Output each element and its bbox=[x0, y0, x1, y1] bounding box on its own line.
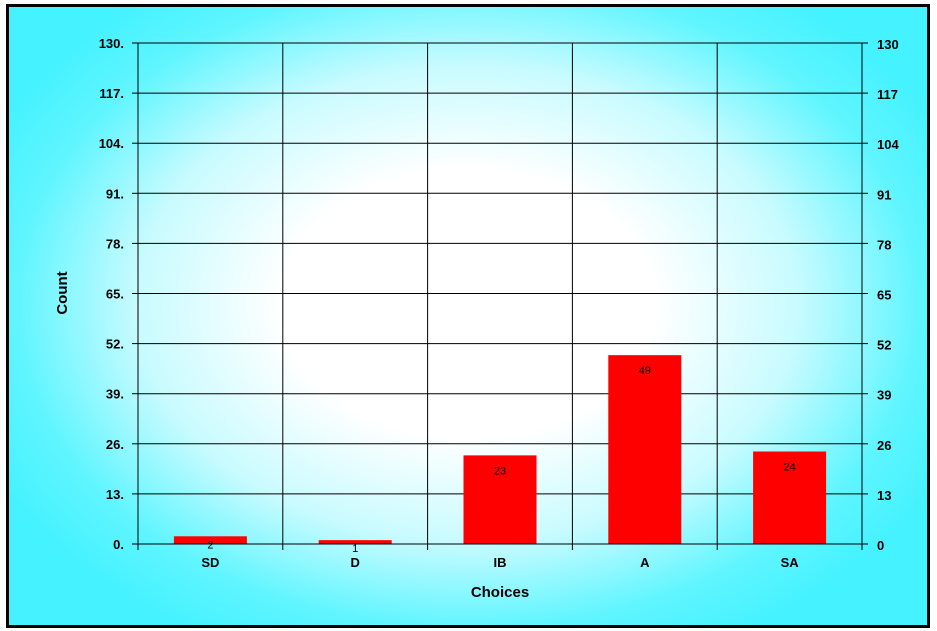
right-tick-label: 104 bbox=[877, 137, 899, 152]
bar-a bbox=[608, 355, 682, 544]
left-tick-label: 26. bbox=[106, 437, 124, 452]
category-label: A bbox=[640, 555, 650, 570]
category-label: IB bbox=[494, 555, 507, 570]
bar-value-label: 24 bbox=[783, 462, 795, 474]
y-axis-title: Count bbox=[54, 271, 71, 314]
right-tick-label: 39 bbox=[877, 388, 891, 403]
right-tick-label: 117 bbox=[877, 87, 898, 102]
bar-sa bbox=[753, 451, 827, 544]
tick-labels: 0. 0 13. 13 26. 26 39. 39 52. 52 65. 65 78. 78 91. 91 10… bbox=[99, 36, 900, 570]
left-tick-label: 65. bbox=[106, 287, 124, 302]
right-tick-label: 26 bbox=[877, 438, 891, 453]
x-axis-title: Choices bbox=[471, 584, 529, 601]
left-tick-label: 78. bbox=[106, 236, 124, 251]
bar-sd bbox=[173, 536, 247, 544]
right-tick-label: 78 bbox=[877, 237, 891, 252]
bar-value-label: 2 bbox=[207, 539, 213, 551]
bar-value-label: 1 bbox=[352, 543, 358, 555]
right-tick-label: 13 bbox=[877, 488, 891, 503]
gridlines bbox=[137, 42, 863, 550]
right-tick-label: 130 bbox=[877, 37, 899, 52]
category-label: SA bbox=[781, 555, 800, 570]
bars bbox=[173, 355, 827, 544]
category-label: SD bbox=[201, 555, 219, 570]
right-tick-label: 0 bbox=[877, 538, 884, 553]
bar-value-label: 49 bbox=[639, 365, 651, 377]
left-tick-label: 52. bbox=[106, 337, 124, 352]
axes bbox=[132, 42, 868, 545]
right-tick-label: 65 bbox=[877, 288, 891, 303]
left-tick-label: 117. bbox=[99, 86, 124, 101]
data-labels: 2 1 23 49 24 bbox=[207, 365, 795, 555]
left-tick-label: 13. bbox=[106, 487, 124, 502]
category-label: D bbox=[351, 555, 360, 570]
left-tick-label: 130. bbox=[99, 36, 124, 51]
right-tick-label: 52 bbox=[877, 338, 891, 353]
left-tick-label: 91. bbox=[106, 186, 124, 201]
left-tick-label: 104. bbox=[99, 136, 124, 151]
bar-ib bbox=[463, 455, 537, 544]
right-tick-label: 91 bbox=[877, 187, 891, 202]
bar-value-label: 23 bbox=[494, 465, 506, 477]
bar-d bbox=[318, 540, 392, 544]
left-tick-label: 0. bbox=[113, 537, 124, 552]
left-tick-label: 39. bbox=[106, 387, 124, 402]
